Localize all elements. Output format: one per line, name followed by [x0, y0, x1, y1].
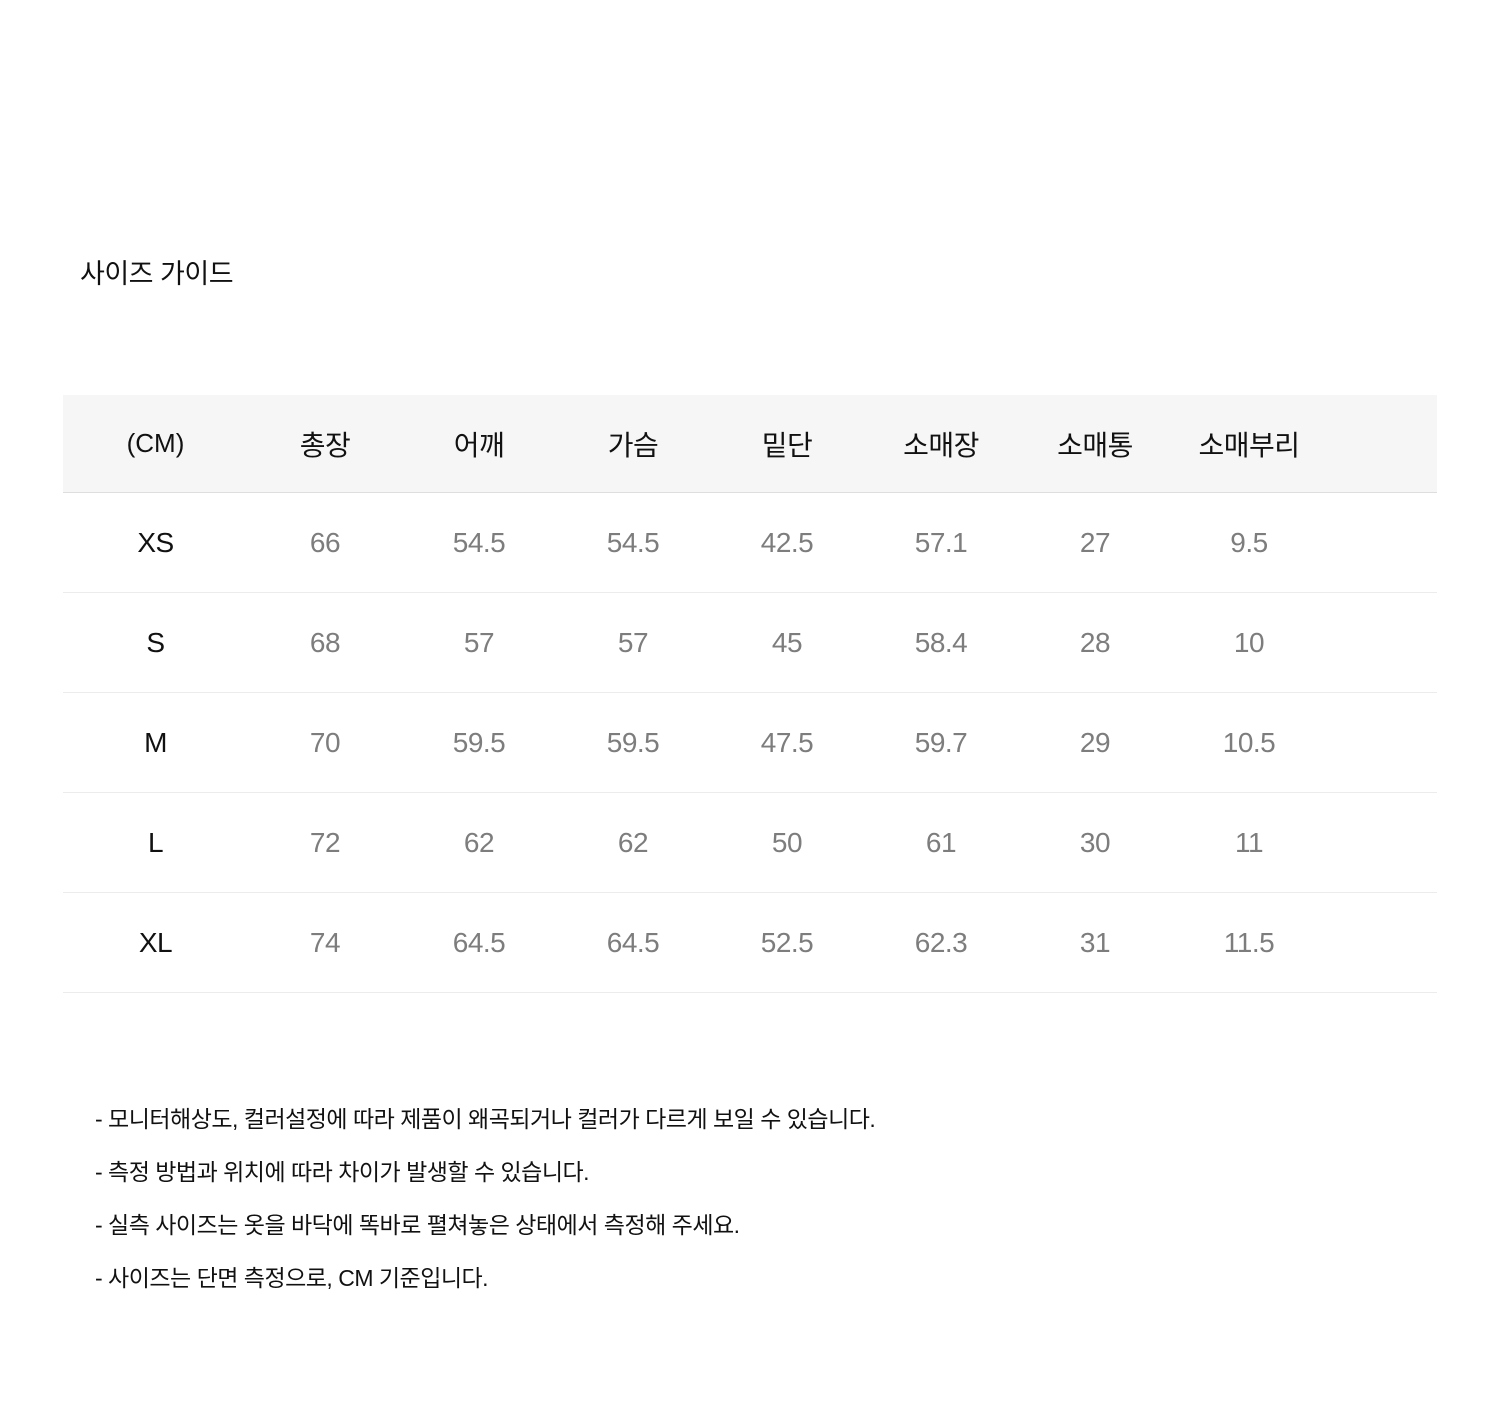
value-cell: 70 [309, 726, 341, 758]
value-cell: 30 [1079, 826, 1111, 858]
column-header-total-length: 총장 [299, 429, 351, 461]
value-cell: 10.5 [1222, 726, 1276, 758]
value-cell: 64.5 [606, 926, 660, 958]
value-cell: 66 [309, 526, 341, 558]
column-header-shoulder: 어깨 [453, 429, 505, 461]
value-cell: 28 [1079, 626, 1111, 658]
measurement-notes: - 모니터해상도, 컬러설정에 따라 제품이 왜곡되거나 컬러가 다르게 보일 … [95, 1093, 1500, 1305]
column-header-sleeve-width: 소매통 [1057, 429, 1133, 461]
table-header-row: (CM) 총장 어깨 가슴 밑단 소매장 소매통 소매부리 [63, 395, 1437, 493]
size-label: XL [138, 926, 173, 958]
value-cell: 57 [617, 626, 649, 658]
value-cell: 62 [463, 826, 495, 858]
value-cell: 29 [1079, 726, 1111, 758]
value-cell: 11.5 [1223, 926, 1275, 958]
value-cell: 27 [1079, 526, 1111, 558]
size-label: XS [137, 526, 174, 558]
value-cell: 54.5 [452, 526, 506, 558]
value-cell: 62 [617, 826, 649, 858]
column-header-unit: (CM) [126, 428, 185, 458]
size-label: L [147, 826, 164, 858]
value-cell: 57 [463, 626, 495, 658]
value-cell: 50 [771, 826, 803, 858]
table-row-m: M 70 59.5 59.5 47.5 59.7 29 10.5 [63, 693, 1437, 793]
value-cell: 59.7 [914, 726, 968, 758]
column-header-sleeve-cuff: 소매부리 [1198, 429, 1300, 461]
size-table: (CM) 총장 어깨 가슴 밑단 소매장 소매통 소매부리 XS 66 54.5… [63, 395, 1437, 993]
size-label: S [146, 626, 165, 658]
table-row-l: L 72 62 62 50 61 30 11 [63, 793, 1437, 893]
value-cell: 42.5 [760, 526, 814, 558]
value-cell: 74 [309, 926, 341, 958]
value-cell: 59.5 [606, 726, 660, 758]
value-cell: 52.5 [760, 926, 814, 958]
value-cell: 31 [1079, 926, 1111, 958]
table-row-xs: XS 66 54.5 54.5 42.5 57.1 27 9.5 [63, 493, 1437, 593]
note-cm-standard: - 사이즈는 단면 측정으로, CM 기준입니다. [95, 1265, 489, 1291]
note-monitor-color: - 모니터해상도, 컬러설정에 따라 제품이 왜곡되거나 컬러가 다르게 보일 … [95, 1106, 876, 1132]
value-cell: 10 [1233, 626, 1265, 658]
note-measurement-variance: - 측정 방법과 위치에 따라 차이가 발생할 수 있습니다. [95, 1159, 590, 1185]
column-header-hem: 밑단 [761, 429, 813, 461]
value-cell: 9.5 [1230, 526, 1268, 558]
table-row-xl: XL 74 64.5 64.5 52.5 62.3 31 11.5 [63, 893, 1437, 993]
value-cell: 57.1 [914, 526, 968, 558]
value-cell: 59.5 [452, 726, 506, 758]
value-cell: 54.5 [606, 526, 660, 558]
column-header-chest: 가슴 [607, 429, 659, 461]
size-label: M [144, 726, 167, 758]
value-cell: 61 [925, 826, 957, 858]
value-cell: 72 [309, 826, 341, 858]
value-cell: 64.5 [452, 926, 506, 958]
note-flat-measurement: - 실측 사이즈는 옷을 바닥에 똑바로 펼쳐놓은 상태에서 측정해 주세요. [95, 1212, 740, 1238]
page-title: 사이즈 가이드 [80, 259, 234, 289]
value-cell: 58.4 [914, 626, 968, 658]
table-row-s: S 68 57 57 45 58.4 28 10 [63, 593, 1437, 693]
value-cell: 47.5 [760, 726, 814, 758]
value-cell: 11 [1234, 826, 1264, 858]
value-cell: 62.3 [914, 926, 968, 958]
value-cell: 45 [771, 626, 803, 658]
value-cell: 68 [309, 626, 341, 658]
column-header-sleeve-length: 소매장 [903, 429, 979, 461]
